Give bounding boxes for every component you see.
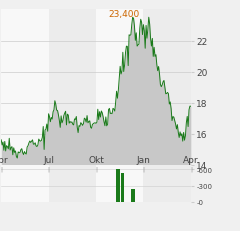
Text: 23,400: 23,400	[108, 10, 139, 19]
Text: |: |	[190, 166, 192, 171]
Bar	[96, 10, 144, 165]
Bar	[144, 165, 191, 202]
Bar	[131, 189, 135, 202]
Text: |: |	[95, 166, 97, 171]
Bar	[49, 10, 96, 165]
Bar	[1, 165, 49, 202]
Bar	[1, 10, 49, 165]
Text: Jul: Jul	[43, 155, 54, 164]
Text: Jan: Jan	[137, 155, 150, 164]
Text: |: |	[142, 166, 144, 171]
Text: 14,400: 14,400	[18, 173, 49, 182]
Bar	[116, 170, 120, 202]
Bar	[49, 165, 96, 202]
Bar	[96, 165, 144, 202]
Bar	[144, 10, 191, 165]
Text: |: |	[48, 166, 50, 171]
Text: |: |	[0, 166, 2, 171]
Bar	[121, 173, 124, 202]
Text: Apr: Apr	[183, 155, 199, 164]
Text: Apr: Apr	[0, 155, 9, 164]
Text: Okt: Okt	[88, 155, 104, 164]
